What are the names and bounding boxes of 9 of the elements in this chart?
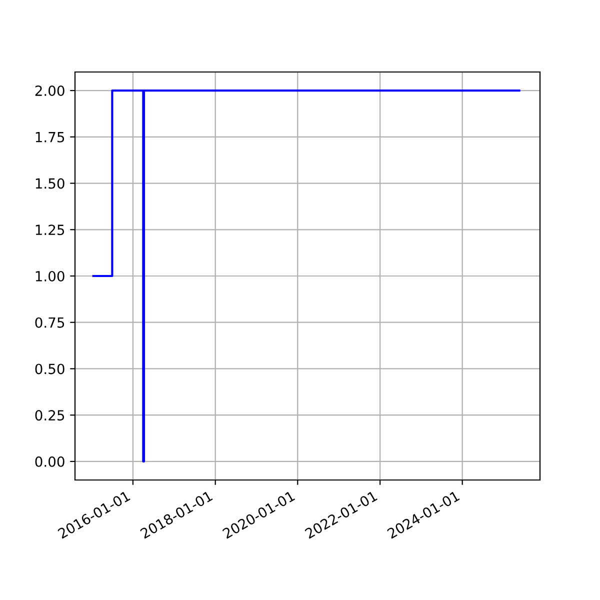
y-tick-label: 1.25 (36, 224, 64, 236)
y-tick-label: 0.00 (35, 456, 64, 467)
y-tick-label: 2.00 (35, 86, 64, 96)
y-tick-label: 0.50 (35, 364, 64, 374)
y-tick-label: 0.75 (35, 317, 64, 328)
y-tick-label: 1.50 (36, 178, 64, 189)
y-tick-label: 0.25 (35, 410, 64, 421)
y-tick-label: 1.00 (36, 270, 64, 282)
y-tick-label: 1.75 (36, 132, 64, 142)
